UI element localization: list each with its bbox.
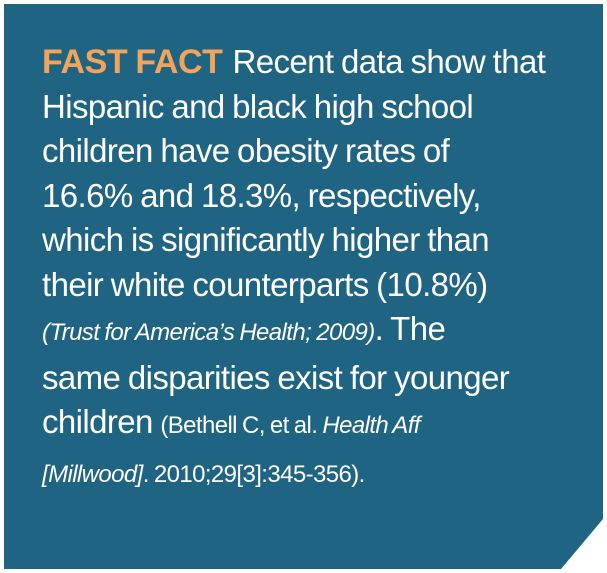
- body-text-line-9-head: children: [42, 403, 161, 440]
- body-text-line-4: 16.6% and 18.3%, respectively,: [42, 176, 481, 214]
- text-line-10: [Millwood]. 2010;29[3]:345-356).: [42, 449, 589, 498]
- citation-bethell-part2: . 2010;29[3]:345-356).: [142, 460, 365, 488]
- citation-bethell-part1: (Bethell C, et al.: [160, 412, 323, 439]
- fast-fact-box: FAST FACT Recent data show that Hispanic …: [4, 4, 603, 569]
- body-text-line-8: same disparities exist for younger: [42, 358, 510, 396]
- citation-trust-for-americas-health: (Trust for America’s Health; 2009): [42, 319, 375, 346]
- text-line-7: (Trust for America’s Health; 2009). The: [42, 307, 589, 356]
- body-text-line-7-tail: . The: [374, 310, 446, 347]
- citation-bethell-journal-2: [Millwood]: [42, 460, 143, 488]
- citation-bethell-journal-1: Health Aff: [322, 412, 420, 439]
- text-line-1: FAST FACT Recent data show that: [42, 40, 589, 85]
- text-line-9: children (Bethell C, et al. Health Aff: [42, 400, 589, 449]
- body-text-line-3: children have obesity rates of: [42, 132, 450, 169]
- body-text-line-5: which is significantly higher than: [42, 221, 490, 258]
- body-text-line-1: Recent data show that: [232, 43, 546, 80]
- fast-fact-label: FAST FACT: [42, 43, 223, 81]
- body-text-line-2: Hispanic and black high school: [42, 87, 474, 125]
- body-text-line-6: their white counterparts (10.8%): [42, 265, 488, 303]
